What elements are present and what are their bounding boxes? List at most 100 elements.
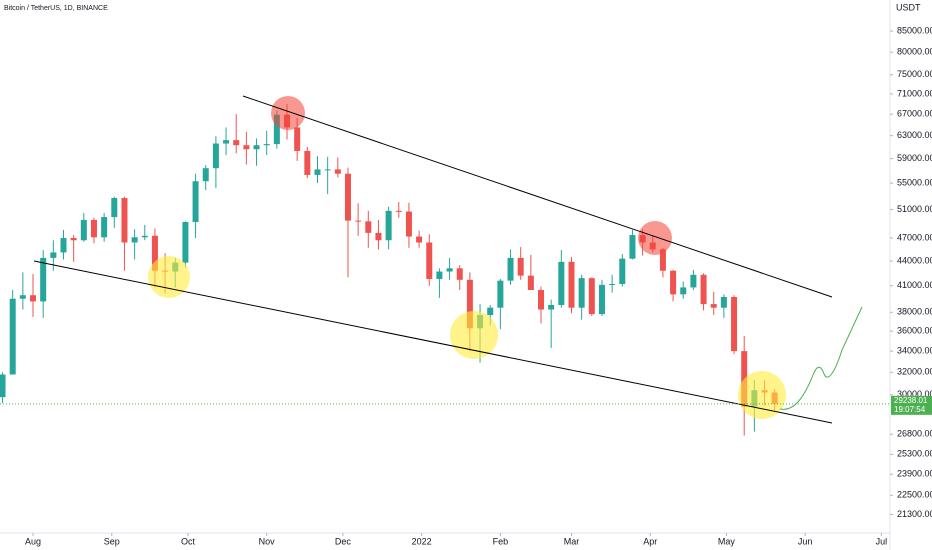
y-tick-label: 36000.00 (897, 326, 932, 336)
y-tick-label: 38000.00 (897, 307, 932, 317)
candle-body (0, 374, 6, 398)
candle-body (355, 220, 362, 222)
y-tick-label: 22500.00 (897, 490, 932, 500)
y-tick-label: 30000.00 (897, 389, 932, 399)
candle-body (151, 235, 158, 271)
candle-body (446, 268, 453, 272)
candle-body (101, 217, 108, 238)
highlight-circle (450, 311, 498, 359)
highlight-circle (271, 96, 305, 130)
candle-body (70, 238, 77, 241)
candle-body (517, 257, 524, 276)
candle-body (30, 295, 37, 302)
candles (0, 103, 778, 436)
y-tick-label: 34000.00 (897, 345, 932, 355)
candle-body (680, 287, 687, 295)
candle-body (273, 114, 280, 145)
candle-body (334, 169, 341, 174)
trend-line (242, 95, 833, 298)
candle-body (294, 127, 301, 151)
y-axis-label: USDT (896, 2, 921, 12)
candle-body (507, 257, 514, 281)
candle-body (365, 221, 372, 233)
y-tick-label: 25300.00 (897, 449, 932, 459)
candle-body (487, 307, 494, 316)
y-tick-label: 44000.00 (897, 255, 932, 265)
y-tick-label: 21300.00 (897, 509, 932, 519)
y-tick-label: 32000.00 (897, 367, 932, 377)
candle-body (405, 211, 412, 237)
candle-body (598, 284, 605, 315)
x-tick-label: 2022 (412, 536, 432, 546)
candle-body (416, 236, 423, 243)
candle-body (324, 169, 331, 171)
candle-body (456, 268, 463, 280)
candle-body (253, 145, 260, 150)
y-tick-label: 51000.00 (897, 204, 932, 214)
candle-body (182, 222, 189, 263)
countdown-label: 19:07:54 (894, 405, 926, 414)
candle-body (568, 261, 575, 308)
y-tick-label: 85000.00 (897, 25, 932, 35)
candle-body (527, 275, 534, 291)
candle-body (548, 304, 555, 310)
x-tick-label: Aug (25, 536, 41, 546)
candle-body (90, 219, 97, 238)
candle-body (304, 150, 311, 175)
drawings (33, 95, 863, 424)
projection-path (779, 306, 863, 410)
y-tick-label: 75000.00 (897, 69, 932, 79)
candle-body (344, 173, 351, 221)
candle-body (690, 274, 697, 288)
y-tick-label: 71000.00 (897, 88, 932, 98)
candle-body (121, 198, 128, 243)
chart-title: Bitcoin / TetherUS, 1D, BINANCE (4, 5, 108, 12)
candle-body (111, 198, 118, 218)
candle-body (466, 279, 473, 329)
axes: 85000.00 80000.00 75000.00 71000.00 67000.00… (25, 25, 932, 546)
y-tick-label: 63000.00 (897, 130, 932, 140)
y-tick-label: 26800.00 (897, 429, 932, 439)
x-tick-label: Oct (181, 536, 196, 546)
y-tick-label: 23900.00 (897, 469, 932, 479)
candle-body (375, 232, 382, 241)
y-tick-label: 47000.00 (897, 232, 932, 242)
highlight-circle (148, 256, 190, 298)
candle-body (243, 145, 250, 150)
candle-body (426, 242, 433, 279)
candle-body (314, 169, 321, 175)
candle-body (609, 284, 616, 286)
candle-body (212, 143, 219, 169)
candle-body (436, 271, 443, 279)
x-tick-label: Jul (876, 536, 888, 546)
candle-body (80, 219, 87, 241)
candle-body (720, 296, 727, 308)
highlight-circle (738, 371, 786, 419)
y-tick-label: 55000.00 (897, 177, 932, 187)
last-price-label: 29238.01 (894, 396, 928, 405)
candle-body (619, 258, 626, 285)
candle-body (497, 280, 504, 308)
x-tick-label: Sep (104, 536, 120, 546)
candle-body (40, 257, 47, 302)
x-tick-label: Jun (798, 536, 813, 546)
candle-body (233, 140, 240, 146)
candle-body (710, 304, 717, 308)
candle-body (263, 144, 270, 146)
candle-body (578, 278, 585, 308)
candle-body (141, 235, 148, 238)
candle-body (385, 210, 392, 241)
candle-body (202, 168, 209, 182)
x-tick-label: Feb (493, 536, 509, 546)
candle-body (538, 290, 545, 310)
last-price-box (891, 395, 932, 415)
candle-body (731, 296, 738, 352)
trend-line (33, 260, 833, 424)
candle-body (19, 295, 26, 299)
x-tick-label: Mar (564, 536, 580, 546)
x-tick-label: May (718, 536, 736, 546)
y-tick-label: 80000.00 (897, 47, 932, 57)
